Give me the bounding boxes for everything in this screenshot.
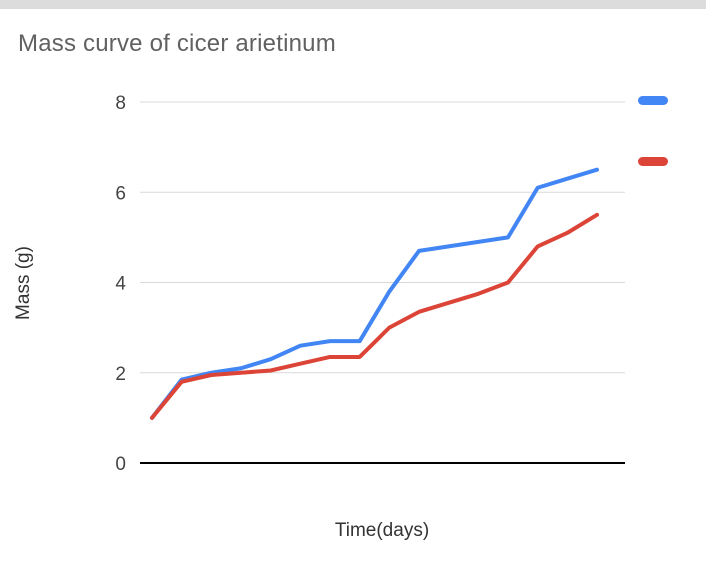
series-line-blue — [150, 167, 599, 420]
y-tick-label: 8 — [115, 93, 126, 114]
red-series-swatch[interactable] — [638, 157, 668, 166]
series-line-red — [150, 212, 599, 420]
window-top-bar — [0, 0, 706, 9]
y-tick-label: 4 — [115, 274, 126, 295]
chart-title: Mass curve of cicer arietinum — [18, 30, 336, 57]
y-tick-label: 0 — [115, 454, 126, 475]
y-tick-label: 2 — [115, 364, 126, 385]
y-tick-label: 6 — [115, 183, 126, 204]
blue-series-swatch[interactable] — [638, 96, 668, 105]
x-axis-label: Time(days) — [334, 520, 430, 541]
